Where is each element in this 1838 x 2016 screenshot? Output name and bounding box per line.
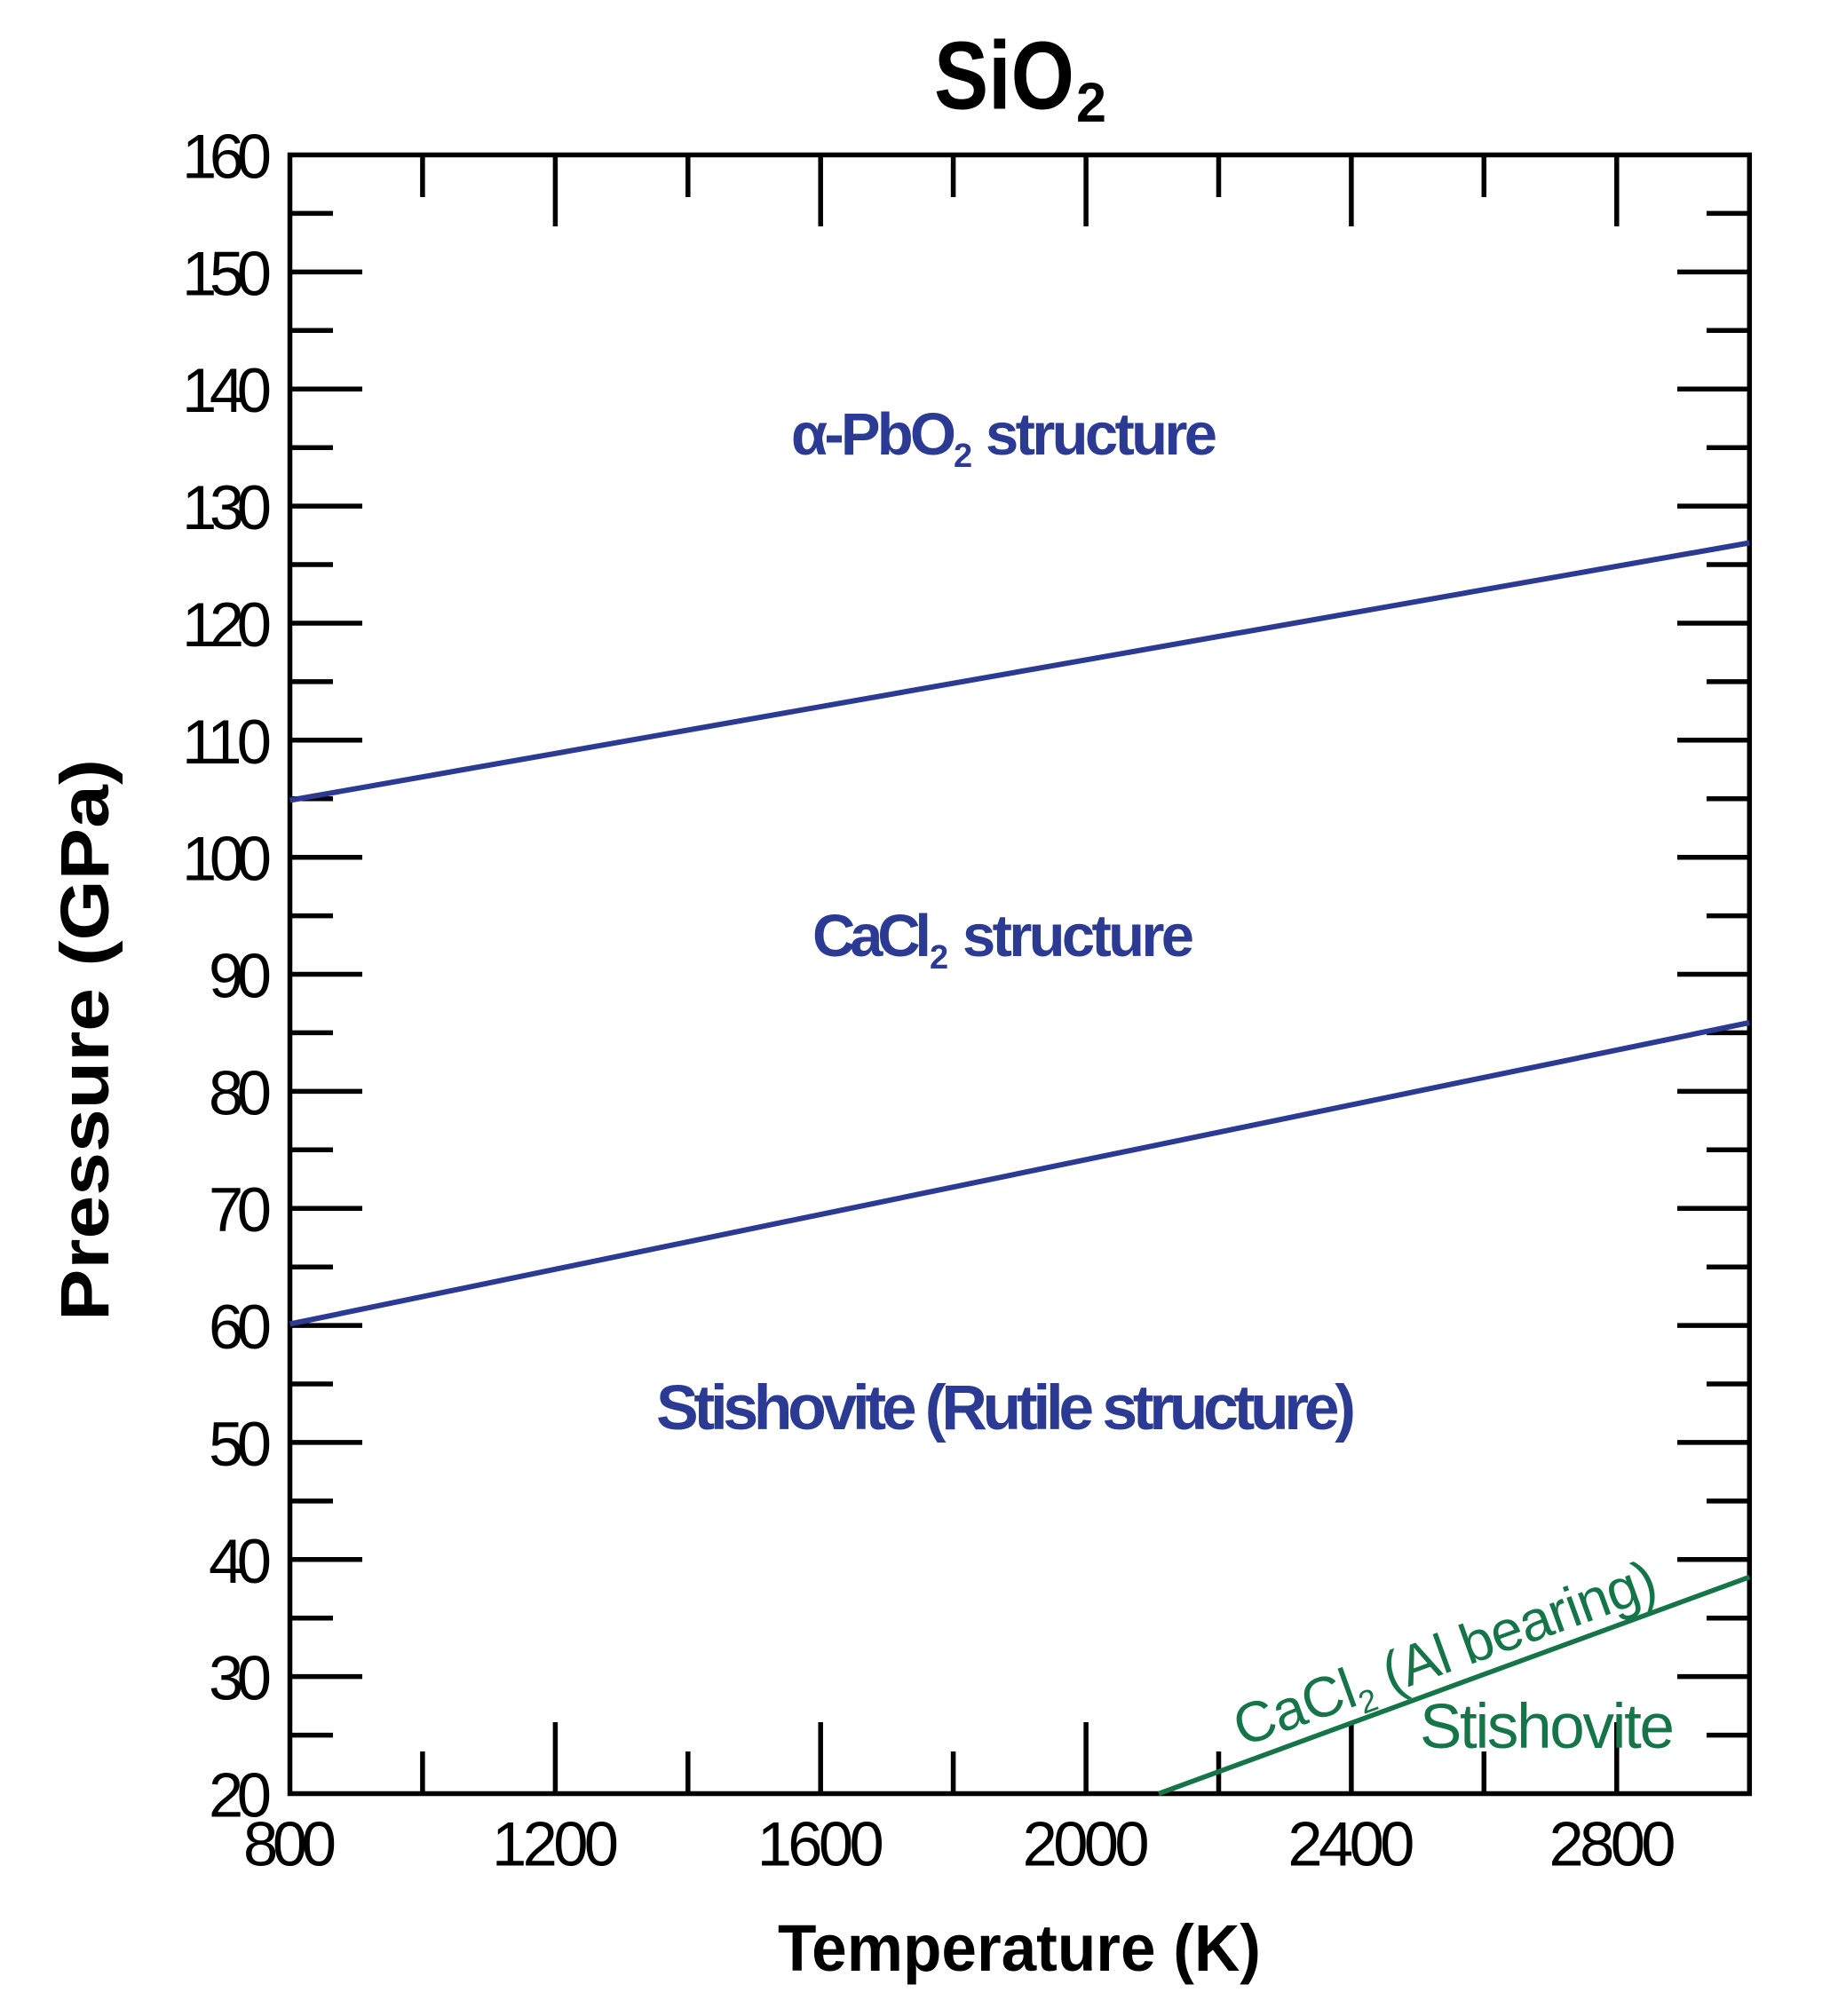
svg-text:110: 110 <box>182 707 272 777</box>
svg-text:2800: 2800 <box>1549 1809 1676 1879</box>
svg-text:40: 40 <box>209 1526 272 1596</box>
svg-text:1600: 1600 <box>757 1809 884 1879</box>
svg-text:Temperature (K): Temperature (K) <box>778 1911 1261 1985</box>
svg-text:100: 100 <box>182 824 272 894</box>
svg-text:30: 30 <box>209 1643 272 1713</box>
svg-text:160: 160 <box>182 122 272 192</box>
svg-text:Stishovite: Stishovite <box>1420 1692 1675 1762</box>
svg-text:80: 80 <box>209 1057 272 1127</box>
svg-text:50: 50 <box>209 1409 272 1479</box>
svg-text:SiO: SiO <box>934 22 1074 130</box>
svg-text:150: 150 <box>182 238 272 308</box>
svg-text:CaCl: CaCl <box>812 903 931 969</box>
svg-text:Stishovite (Rutile structure): Stishovite (Rutile structure) <box>656 1372 1356 1443</box>
svg-text:Pressure (GPa): Pressure (GPa) <box>47 759 123 1321</box>
svg-text:2: 2 <box>930 939 948 976</box>
svg-text:60: 60 <box>209 1292 272 1362</box>
svg-text:structure: structure <box>963 903 1194 969</box>
svg-text:2: 2 <box>954 438 972 475</box>
svg-text:70: 70 <box>209 1174 272 1245</box>
svg-text:2: 2 <box>1076 72 1106 134</box>
svg-text:800: 800 <box>243 1809 337 1879</box>
svg-text:140: 140 <box>182 355 272 425</box>
svg-text:20: 20 <box>209 1760 272 1830</box>
svg-text:90: 90 <box>209 941 272 1011</box>
svg-text:structure: structure <box>986 401 1217 468</box>
svg-text:2400: 2400 <box>1287 1809 1414 1879</box>
svg-text:130: 130 <box>182 472 272 542</box>
svg-text:120: 120 <box>182 589 272 660</box>
svg-text:1200: 1200 <box>492 1809 619 1879</box>
svg-text:α-PbO: α-PbO <box>791 401 956 468</box>
svg-text:2000: 2000 <box>1023 1809 1150 1879</box>
